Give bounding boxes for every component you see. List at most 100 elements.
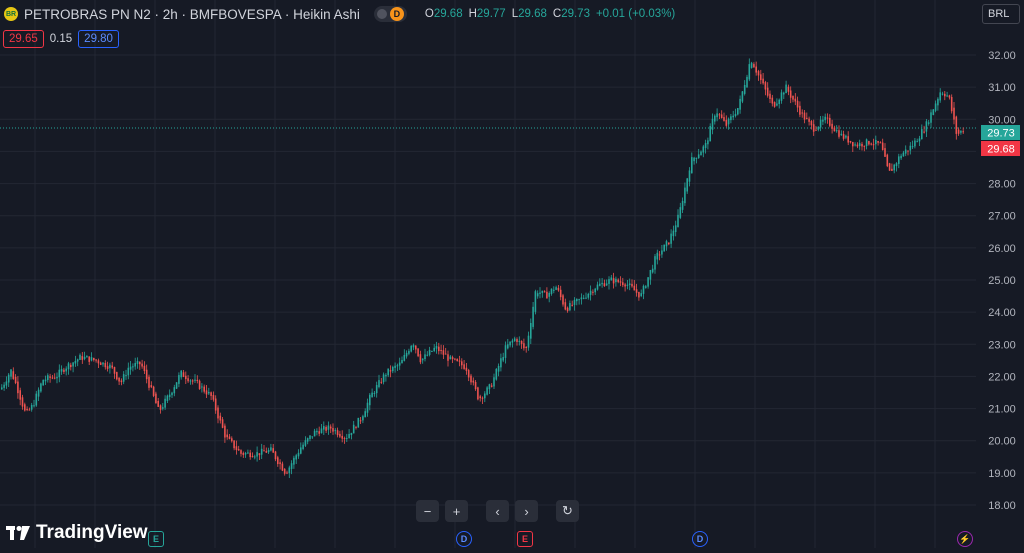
candle-body [923,131,925,133]
price-tag-current: 29.73 [981,125,1020,140]
symbol-status-pill[interactable]: D [373,6,407,22]
candle-body [465,367,468,371]
earnings-event-marker-2[interactable]: E [517,531,533,547]
candle-body [332,428,334,432]
candle-body [109,364,111,369]
candle-body [210,392,212,396]
candle-body [865,139,868,147]
candle-body [70,364,72,368]
price-axis-tick-label: 30.00 [988,114,1016,126]
dividend-event-marker-2[interactable]: D [692,531,708,547]
candle-body [417,348,419,357]
scroll-left-button[interactable]: ‹ [486,500,509,522]
candle-body [343,438,346,440]
candle-body [734,113,737,117]
candle-body [116,372,118,380]
candle-body [702,146,705,153]
candle-body [58,369,61,378]
candle-body [647,277,649,287]
candle-body [773,102,776,107]
candle-body [541,290,544,293]
candle-body [226,434,228,438]
candle-body [17,381,19,394]
candle-body [51,377,54,379]
candle-body [628,283,631,286]
candle-body [504,345,507,358]
candle-body [576,298,578,302]
earnings-event-marker[interactable]: E [148,531,164,547]
candle-body [536,293,539,297]
candle-body [799,105,801,115]
candle-body [394,365,396,368]
candle-body [191,380,194,382]
candle-body [481,397,484,399]
candle-body [125,375,127,377]
candle-body [881,142,884,150]
candle-body [651,268,654,273]
candle-body [681,200,684,210]
candle-body [635,289,638,293]
change-value: +0.01 (+0.03%) [595,8,676,20]
candle-body [371,392,373,398]
tradingview-branding[interactable]: TradingView [6,522,148,544]
candle-body [467,370,470,378]
candle-body [580,297,583,300]
candle-body [148,376,150,388]
price-axis[interactable]: 32.0031.0030.0029.0028.0027.0026.0025.00… [988,50,1016,512]
buy-price-button[interactable]: 29.80 [78,30,119,48]
candle-body [378,380,380,388]
candle-body [283,468,286,474]
candle-body [208,391,210,394]
candle-body [599,283,601,286]
candle-body [297,452,300,457]
candle-body [178,375,180,384]
candle-body [479,396,481,399]
currency-selector[interactable]: BRL [982,4,1020,24]
candle-body [557,287,560,291]
candle-body [83,356,86,359]
candle-body [189,380,192,382]
candle-body [888,163,891,171]
candle-body [840,133,843,136]
candle-body [30,404,33,410]
sell-price-button[interactable]: 29.65 [3,30,44,48]
candle-body [780,92,783,101]
symbol-title[interactable]: PETROBRAS PN N2 · 2h · BMFBOVESPA · Heik… [24,6,360,22]
candle-body [456,359,458,361]
lightning-event-icon[interactable]: ⚡ [957,531,973,547]
candle-body [318,431,320,434]
candle-body [212,395,215,400]
candle-body [546,291,548,299]
candle-body [787,86,790,92]
candle-body [251,455,254,458]
candle-body [808,118,810,122]
candle-body [617,279,619,282]
candle-body [649,269,652,280]
candle-body [412,345,415,348]
candle-body [842,134,845,139]
candle-body [608,279,610,284]
candle-body [157,400,159,407]
candle-body [419,354,422,363]
candle-body [693,157,695,162]
candle-body [833,127,836,132]
candle-body [433,347,435,352]
candle-body [520,340,523,344]
candle-body [612,278,615,284]
candle-body [553,289,555,291]
candle-body [7,374,10,383]
candle-body [311,436,314,438]
candle-body [684,187,686,204]
candle-body [619,281,622,283]
reset-chart-button[interactable]: ↻ [556,500,579,522]
scroll-right-button[interactable]: › [515,500,538,522]
zoom-in-button[interactable]: + [445,500,468,522]
candle-body [500,358,502,368]
candle-body [766,87,769,96]
dividend-event-marker[interactable]: D [456,531,472,547]
candle-body [72,362,74,367]
candle-body [267,449,270,453]
zoom-out-button[interactable]: − [416,500,439,522]
candle-body [794,98,797,102]
